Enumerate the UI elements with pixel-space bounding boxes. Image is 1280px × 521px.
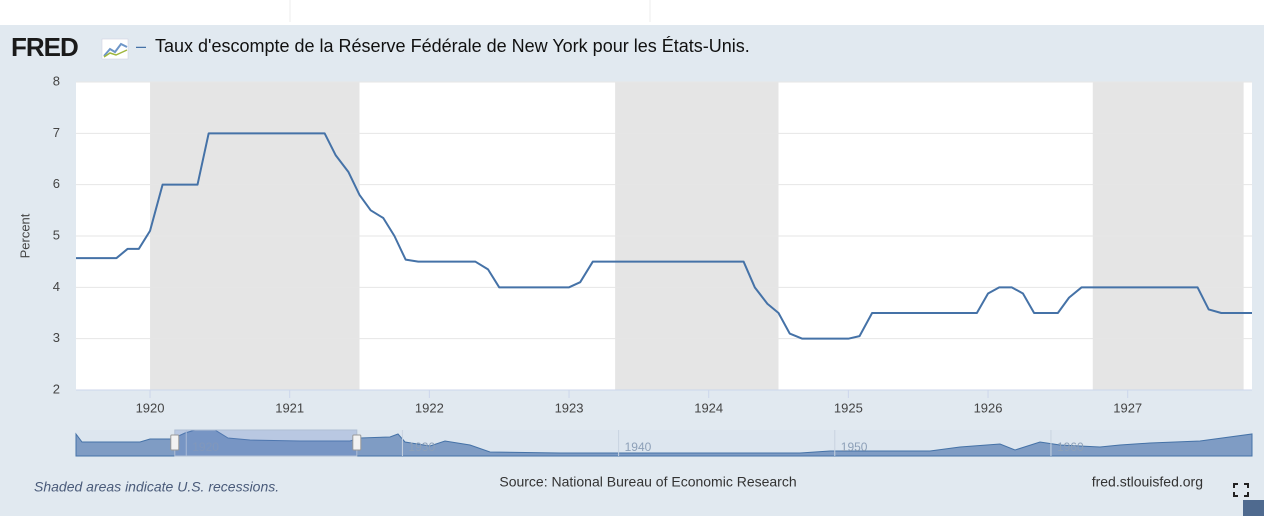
data-line [76, 132, 1252, 340]
x-tick-label: 1921 [275, 400, 304, 415]
navigator-handle[interactable] [352, 434, 362, 451]
x-tick-label: 1920 [136, 400, 165, 415]
y-tick-label: 7 [53, 125, 60, 140]
y-tick-label: 4 [53, 279, 60, 294]
y-tick-label: 2 [53, 381, 60, 396]
y-tick-label: 5 [53, 227, 60, 242]
navigator: 1920 1930 1940 1950 1960 [75, 429, 1253, 457]
y-tick-label: 6 [53, 176, 60, 191]
chart-title: Taux d'escompte de la Réserve Fédérale d… [155, 36, 750, 56]
logo: FRED [11, 32, 78, 62]
logo-icon [101, 38, 129, 60]
fullscreen-button[interactable] [1233, 483, 1249, 497]
source: Source: National Bureau of Economic Rese… [499, 474, 796, 490]
corner-tab [1243, 500, 1264, 516]
x-tick-label: 1925 [834, 400, 863, 415]
grid-layer [76, 81, 1252, 398]
x-tick-label: 1926 [974, 400, 1003, 415]
y-axis-label: Percent [17, 213, 32, 258]
navigator-tick-label: 1960 [1057, 440, 1084, 454]
x-tick-label: 1924 [694, 400, 723, 415]
navigator-tick-label: 1930 [408, 440, 435, 454]
line-layer [76, 132, 1252, 340]
navigator-tick-label: 1940 [625, 440, 652, 454]
navigator-tick-label: 1920 [192, 440, 219, 454]
title-dash: – [136, 36, 146, 56]
navigator-tick-label: 1950 [841, 440, 868, 454]
x-tick-label: 1923 [555, 400, 584, 415]
navigator-window [174, 429, 358, 457]
top-strip [0, 0, 1280, 25]
site-link[interactable]: fred.stlouisfed.org [1092, 474, 1203, 490]
x-tick-label: 1927 [1113, 400, 1142, 415]
recession-note: Shaded areas indicate U.S. recessions. [34, 479, 279, 495]
y-tick-label: 8 [53, 73, 60, 88]
navigator-handle[interactable] [170, 434, 180, 451]
x-tick-label: 1922 [415, 400, 444, 415]
y-tick-label: 3 [53, 330, 60, 345]
